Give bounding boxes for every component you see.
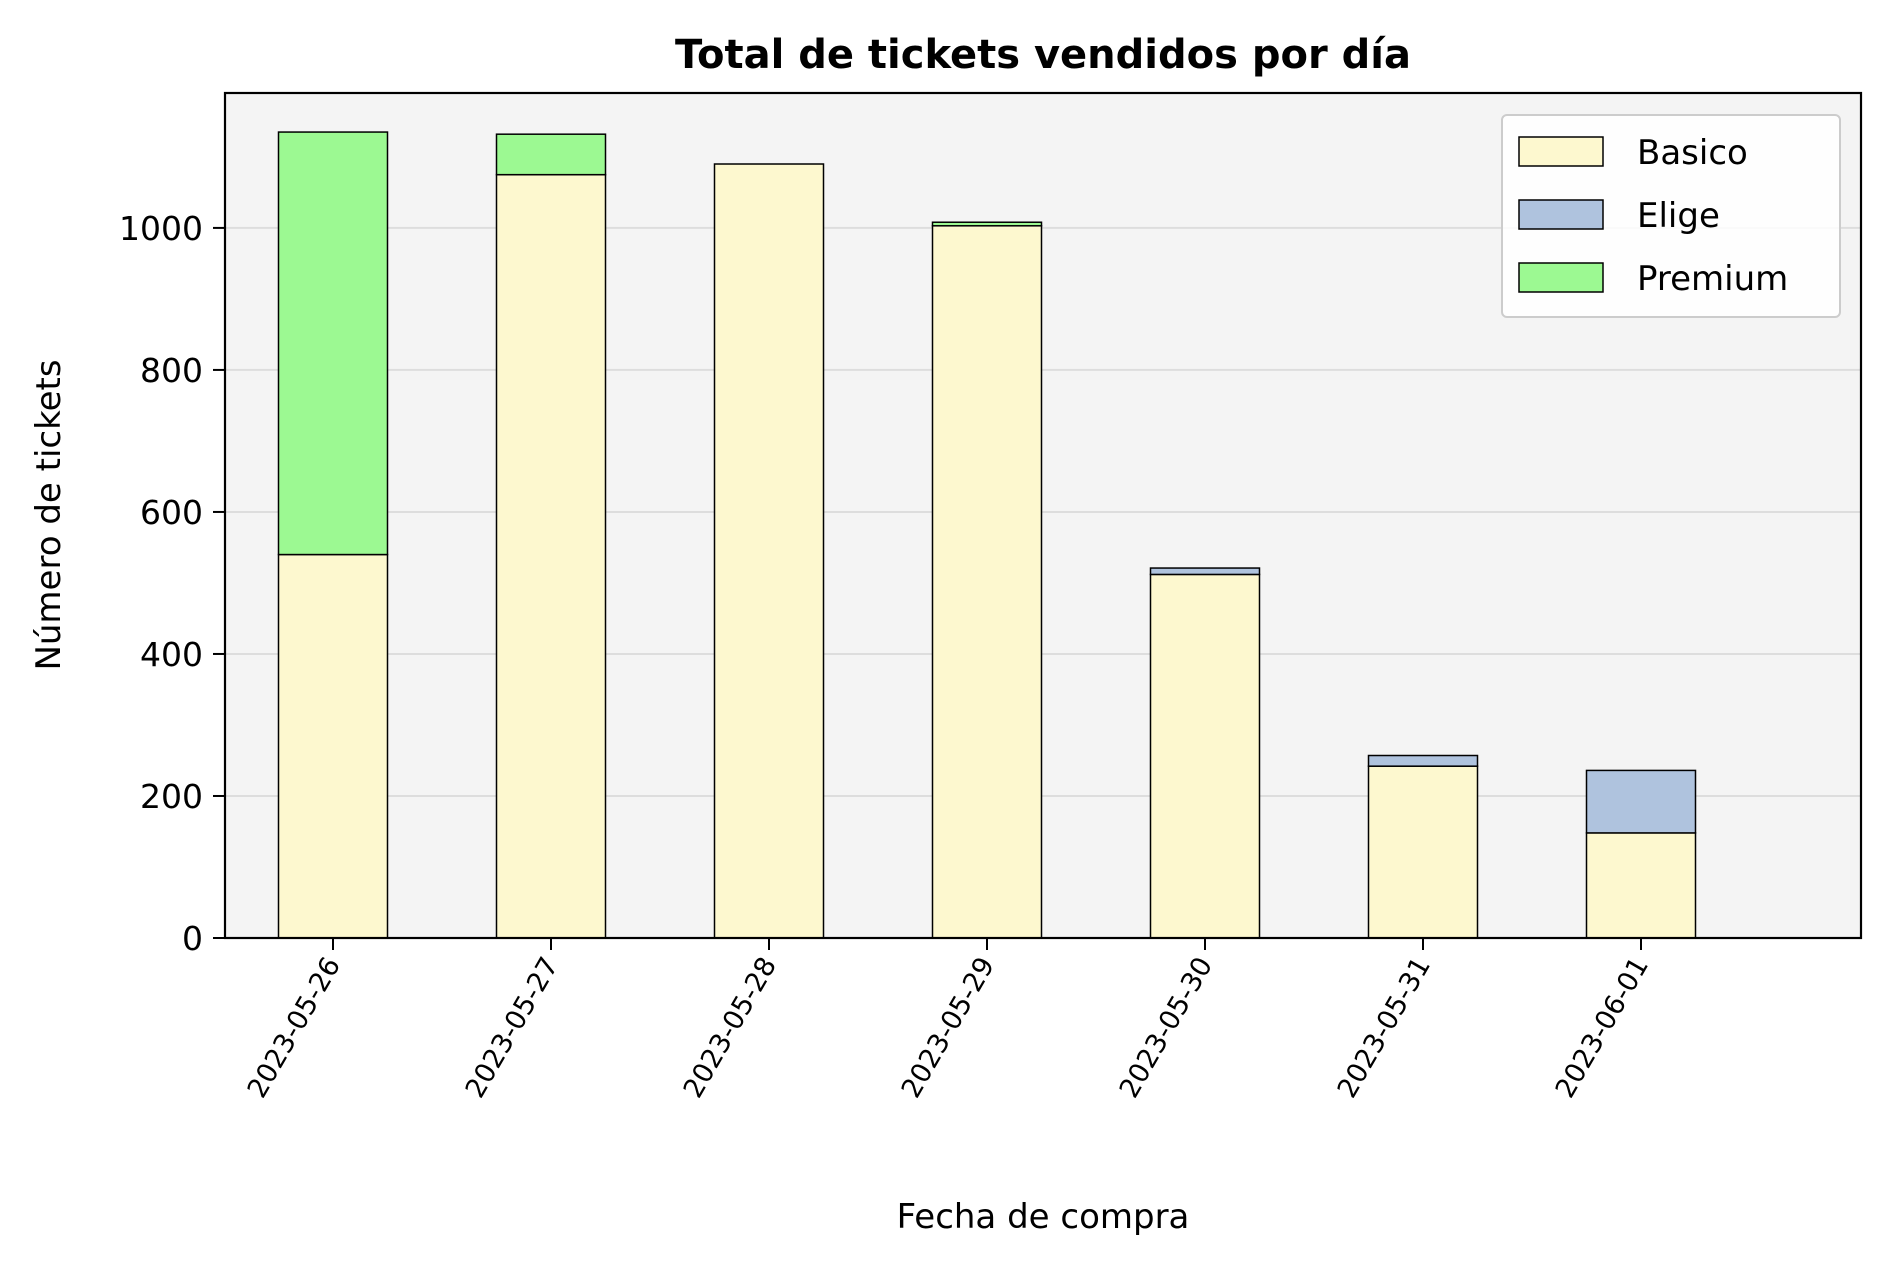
bar-premium-2023-05-27 <box>495 133 607 176</box>
legend: Basico Elige Premium <box>1501 114 1841 318</box>
bar-basico-2023-05-30 <box>1149 573 1261 939</box>
legend-label-premium: Premium <box>1637 259 1788 299</box>
bar-premium-2023-05-26 <box>277 131 389 556</box>
legend-swatch-premium <box>1518 262 1604 293</box>
bar-elige-2023-06-01 <box>1585 769 1697 834</box>
legend-swatch-elige <box>1518 199 1604 230</box>
y-tick-label: 200 <box>140 777 203 816</box>
y-axis: 0 200 400 600 800 1000 <box>119 209 225 958</box>
y-tick-label: 600 <box>140 493 203 532</box>
bar-elige-2023-05-31 <box>1367 754 1479 767</box>
legend-items: Basico Elige Premium <box>1518 133 1788 299</box>
bar-premium-2023-05-29 <box>931 221 1043 227</box>
plot-frame <box>223 91 1863 940</box>
legend-label-elige: Elige <box>1637 196 1720 236</box>
bar-basico-2023-05-31 <box>1367 765 1479 939</box>
bar-basico-2023-05-27 <box>495 173 607 939</box>
y-axis-label: Número de tickets <box>29 359 69 670</box>
y-tick-label: 1000 <box>119 209 203 248</box>
bar-basico-2023-06-01 <box>1585 832 1697 939</box>
x-axis-label: Fecha de compra <box>897 1197 1190 1237</box>
bars <box>277 131 1697 939</box>
bar-elige-2023-05-30 <box>1149 567 1261 576</box>
y-tick-label: 800 <box>140 351 203 390</box>
chart-title: Total de tickets vendidos por día <box>675 32 1411 78</box>
bar-basico-2023-05-29 <box>931 225 1043 939</box>
y-tick-label: 0 <box>182 919 203 958</box>
legend-swatch-basico <box>1518 136 1604 167</box>
bar-basico-2023-05-28 <box>713 163 825 939</box>
bar-basico-2023-05-26 <box>277 553 389 939</box>
legend-label-basico: Basico <box>1637 133 1748 173</box>
y-tick-label: 400 <box>140 635 203 674</box>
